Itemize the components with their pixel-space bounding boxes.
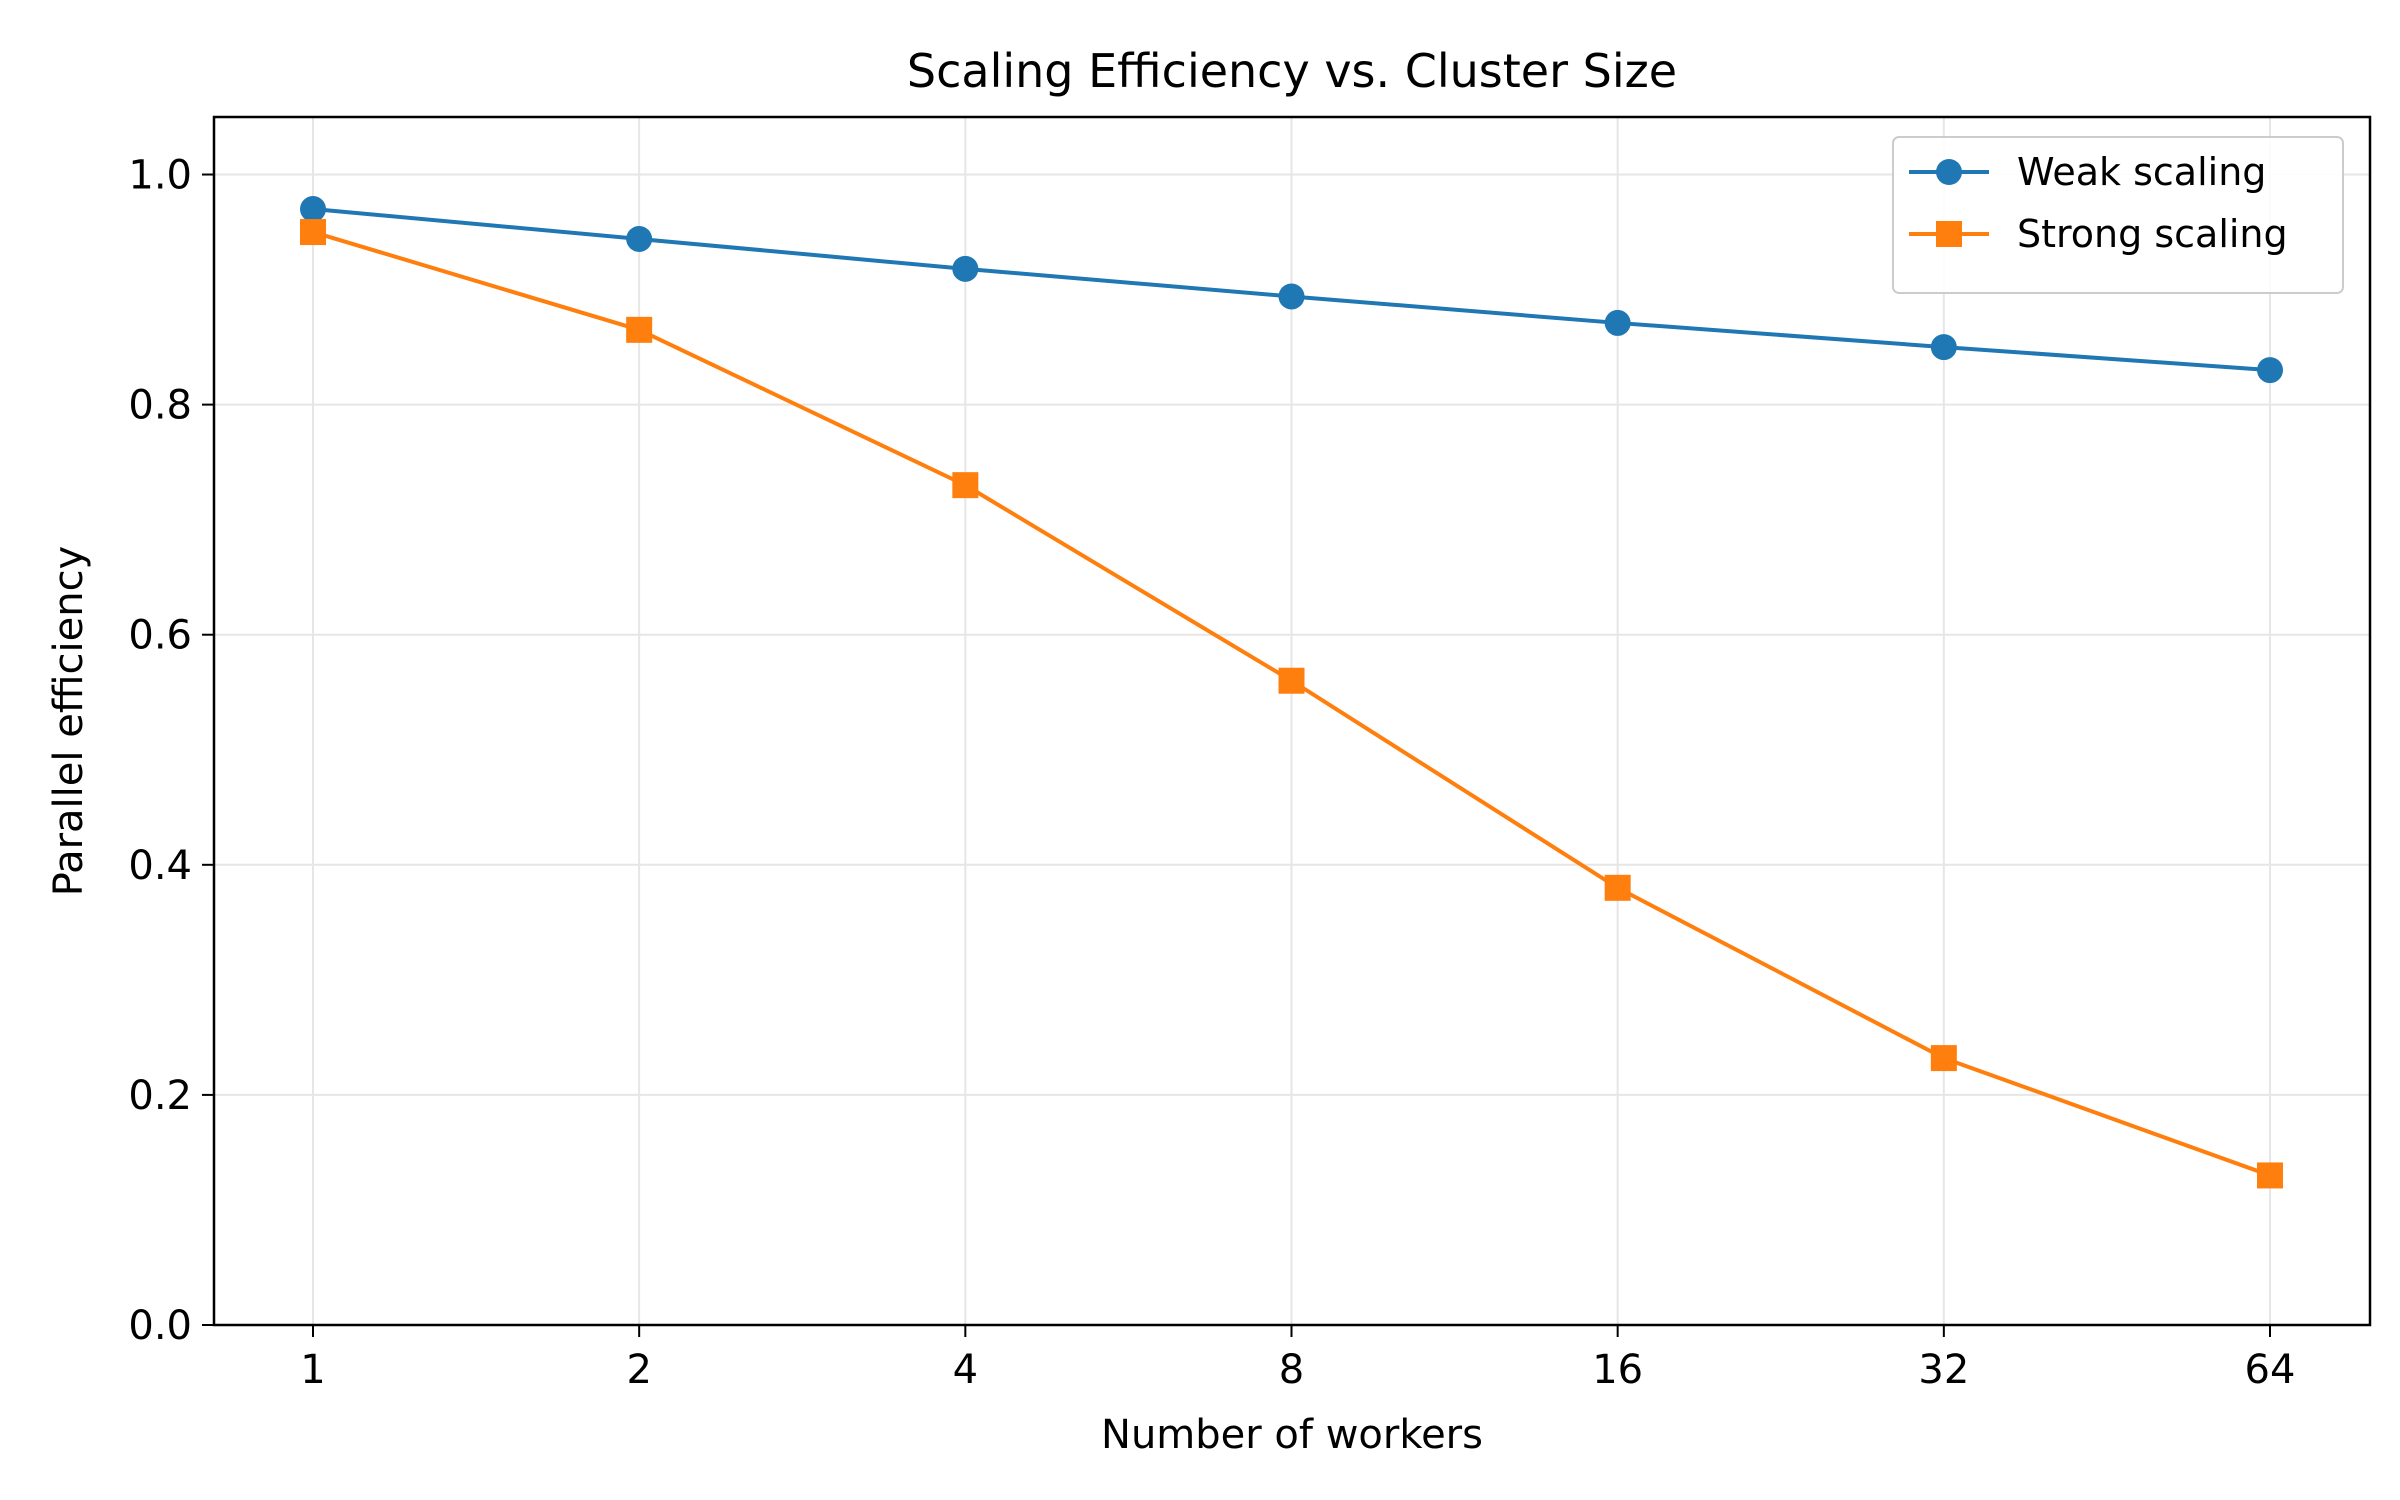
series-strong-scaling <box>300 219 2283 1189</box>
data-point-circle <box>2257 357 2283 384</box>
data-point-circle <box>952 255 979 282</box>
data-point-circle <box>1278 283 1305 310</box>
y-tick-label: 0.6 <box>128 613 192 659</box>
y-tick-label: 0.2 <box>128 1073 192 1119</box>
y-tick-label: 0.8 <box>128 383 192 429</box>
x-tick-label: 4 <box>953 1347 978 1393</box>
data-point-circle <box>1604 309 1631 336</box>
data-point-square <box>300 219 326 246</box>
x-tick-label: 1 <box>300 1347 325 1393</box>
data-point-square <box>1930 1045 1957 1072</box>
legend: Weak scaling Strong scaling <box>1892 136 2344 294</box>
x-axis-label: Number of workers <box>1101 1412 1483 1458</box>
x-tick-label: 32 <box>1918 1347 1969 1393</box>
legend-marker-square <box>1936 221 1962 247</box>
series-layer <box>300 196 2283 1189</box>
y-axis-label: Parallel efficiency <box>46 546 92 896</box>
data-point-circle <box>300 196 326 223</box>
data-point-square <box>1604 874 1631 901</box>
data-point-circle <box>626 225 653 252</box>
x-tick-label: 8 <box>1279 1347 1304 1393</box>
x-tick-label: 16 <box>1592 1347 1643 1393</box>
data-point-circle <box>1930 334 1957 361</box>
data-point-square <box>1278 667 1305 694</box>
legend-label: Weak scaling <box>2017 150 2266 194</box>
legend-label: Strong scaling <box>2017 212 2288 256</box>
series-weak-scaling <box>300 196 2283 384</box>
legend-box <box>1892 136 2344 294</box>
legend-marker-circle <box>1936 159 1962 185</box>
data-point-square <box>952 472 979 499</box>
data-point-square <box>626 316 653 343</box>
x-tick-label: 64 <box>2245 1347 2296 1393</box>
chart-title: Scaling Efficiency vs. Cluster Size <box>907 44 1677 98</box>
y-tick-label: 0.0 <box>128 1303 192 1349</box>
y-tick-label: 0.4 <box>128 843 192 889</box>
y-tick-label: 1.0 <box>128 153 192 199</box>
x-tick-label: 2 <box>626 1347 651 1393</box>
axis-ticks: 1 2 4 8 16 32 64 0.0 0.2 0.4 0.6 0.8 1.0 <box>128 153 2295 1393</box>
data-point-square <box>2257 1162 2283 1189</box>
